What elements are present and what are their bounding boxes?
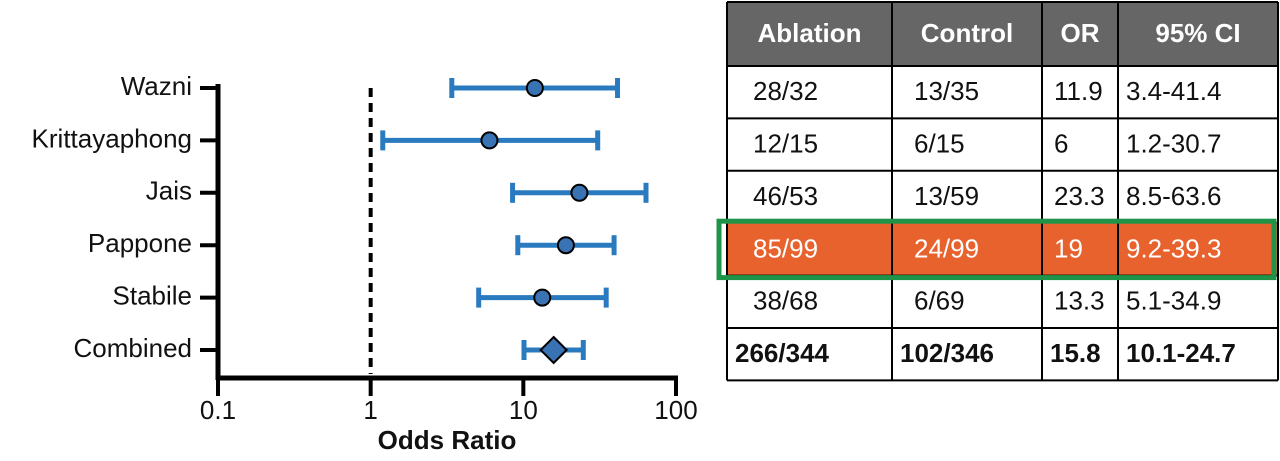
table-header-cell: OR <box>1061 18 1100 48</box>
table-cell: 8.5-63.6 <box>1126 181 1221 211</box>
point <box>556 236 575 255</box>
table-cell: 1.2-30.7 <box>1126 128 1221 158</box>
table-cell: 13/59 <box>914 181 979 211</box>
point-diamond <box>539 335 569 365</box>
category-label: Jais <box>146 176 192 206</box>
x-tick-label: 1 <box>363 395 377 425</box>
table-cell: 266/344 <box>735 338 830 368</box>
table-header-cell: 95% CI <box>1155 18 1240 48</box>
point <box>570 183 589 202</box>
table-cell: 9.2-39.3 <box>1126 233 1221 263</box>
table-cell: 23.3 <box>1054 181 1105 211</box>
table-cell: 6/15 <box>914 128 965 158</box>
table-cell: 85/99 <box>753 233 818 263</box>
category-label: Stabile <box>113 280 193 310</box>
table-cell: 38/68 <box>753 286 818 316</box>
x-tick-label: 100 <box>654 395 697 425</box>
highlight-frame <box>716 218 1277 281</box>
category-label: Pappone <box>88 228 192 258</box>
table-cell: 12/15 <box>753 128 818 158</box>
table-cell: 5.1-34.9 <box>1126 286 1221 316</box>
table-cell: 28/32 <box>753 76 818 106</box>
table-cell: 46/53 <box>753 181 818 211</box>
table-header-cell: Control <box>921 18 1013 48</box>
category-label: Krittayaphong <box>32 123 192 153</box>
category-label: Combined <box>73 333 192 363</box>
table-cell: 3.4-41.4 <box>1126 76 1221 106</box>
table-cell: 6 <box>1054 128 1068 158</box>
x-axis-title: Odds Ratio <box>378 425 517 455</box>
table-cell: 10.1-24.7 <box>1126 338 1236 368</box>
table-cell: 24/99 <box>914 233 979 263</box>
x-tick-label: 0.1 <box>200 395 236 425</box>
table-cell: 13/35 <box>914 76 979 106</box>
table-cell: 15.8 <box>1050 338 1101 368</box>
category-label: Wazni <box>121 71 192 101</box>
table-cell: 6/69 <box>914 286 965 316</box>
table-header-bg <box>727 2 1278 66</box>
table-cell: 11.9 <box>1054 76 1103 106</box>
table-cell: 13.3 <box>1054 286 1105 316</box>
point <box>480 131 499 150</box>
table-cell: 102/346 <box>900 338 994 368</box>
highlight-row-bg <box>727 223 1278 276</box>
point <box>525 79 544 97</box>
table-cell: 19 <box>1054 233 1083 263</box>
point <box>533 288 552 307</box>
x-tick-label: 10 <box>509 395 538 425</box>
table-header-cell: Ablation <box>758 18 862 48</box>
